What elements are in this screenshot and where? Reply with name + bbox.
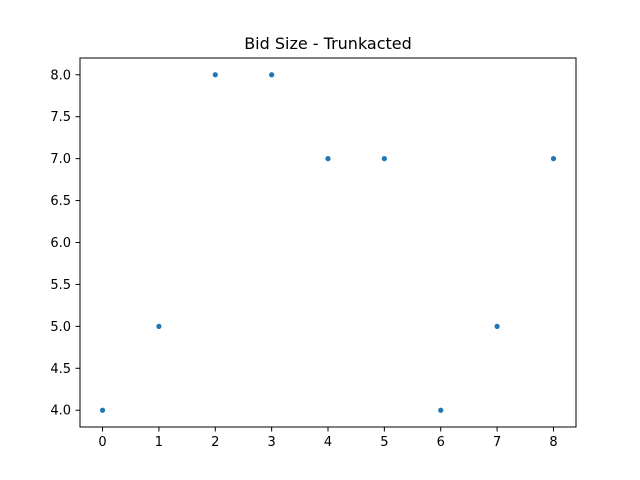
y-tick-label: 4.0: [50, 404, 71, 419]
data-point: [99, 407, 106, 413]
plot-axes: 0 1 2 3 4 5 6 7 8 4.0 4.5 5.0 5.5 6.0 6.5 7.0 7.5 8.0: [50, 57, 577, 450]
y-tick-label: 8.0: [50, 68, 71, 83]
y-tick-label: 6.0: [50, 236, 71, 251]
data-point: [156, 323, 162, 329]
plot-frame: [79, 57, 577, 428]
x-tick-label: 2: [211, 435, 219, 450]
y-tick-label: 5.5: [50, 278, 71, 293]
chart-title: Bid Size - Trunkacted: [244, 34, 412, 53]
y-tick-label: 6.5: [50, 194, 71, 209]
x-tick-label: 3: [267, 435, 275, 450]
data-point: [494, 323, 500, 329]
data-point: [212, 72, 218, 78]
y-tick-label: 5.0: [50, 320, 71, 335]
x-tick-label: 6: [437, 435, 445, 450]
y-tick-label: 7.0: [50, 152, 71, 167]
x-tick-label: 4: [324, 435, 332, 450]
x-tick-label: 1: [155, 435, 163, 450]
x-tick-label: 8: [549, 435, 557, 450]
x-tick-label: 5: [380, 435, 388, 450]
data-point: [381, 156, 387, 162]
data-point: [325, 156, 331, 162]
data-point: [550, 156, 557, 162]
x-tick-label: 7: [493, 435, 501, 450]
y-tick-label: 4.5: [50, 362, 71, 377]
data-point: [438, 407, 444, 413]
y-tick-label: 7.5: [50, 110, 71, 125]
data-point: [269, 72, 275, 78]
x-tick-label: 0: [98, 435, 106, 450]
